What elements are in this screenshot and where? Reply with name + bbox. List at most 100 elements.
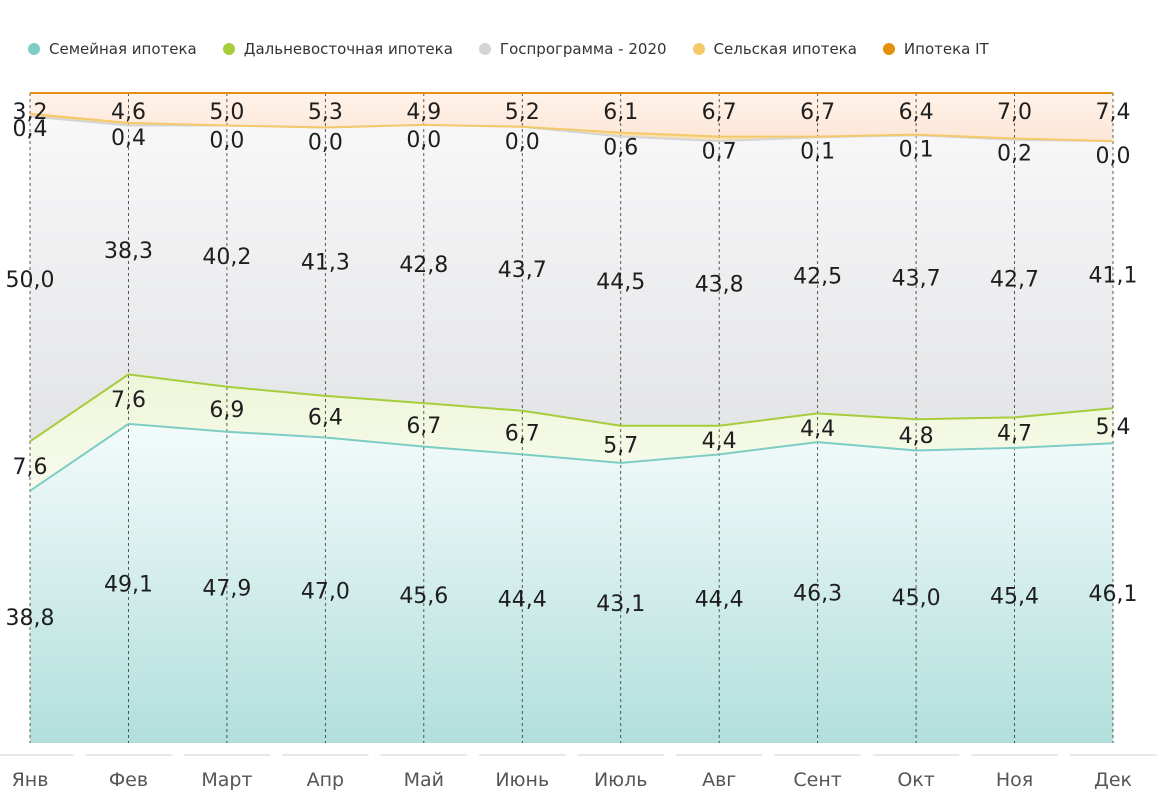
data-label-s2-9: 43,7	[892, 266, 941, 291]
x-tick-label-6: Июль	[594, 769, 648, 791]
x-tick-label-5: Июнь	[495, 769, 549, 791]
data-label-s3-5: 0,0	[505, 130, 540, 155]
data-label-s2-11: 41,1	[1089, 264, 1138, 289]
data-label-s1-5: 6,7	[505, 422, 540, 447]
data-label-s4-9: 6,4	[899, 100, 934, 125]
x-tick-label-11: Дек	[1094, 769, 1132, 791]
data-label-s4-10: 7,0	[997, 100, 1032, 125]
series-lines	[29, 92, 1114, 492]
legend-label-3: Сельская ипотека	[713, 40, 857, 58]
area-0	[30, 423, 1113, 743]
legend-item-1: Дальневосточная ипотека	[222, 40, 453, 58]
x-tick-label-2: Март	[201, 769, 252, 791]
chart-legend: Семейная ипотека Дальневосточная ипотека Г…	[28, 40, 1015, 58]
data-label-s0-6: 43,1	[596, 592, 645, 617]
x-tick-label-8: Сент	[793, 769, 841, 791]
series-line-1	[29, 373, 1114, 443]
area-4	[30, 93, 1113, 142]
data-label-s2-0: 50,0	[6, 268, 55, 293]
x-tick-label-1: Фев	[109, 769, 148, 791]
x-tick-label-9: Окт	[897, 769, 935, 791]
x-tick-label-4: Май	[404, 769, 444, 791]
data-label-s0-4: 45,6	[399, 584, 448, 609]
data-label-s2-4: 42,8	[399, 253, 448, 278]
data-label-s1-2: 6,9	[209, 398, 244, 423]
legend-swatch-1	[222, 43, 235, 55]
data-label-s2-10: 42,7	[990, 268, 1039, 293]
data-label-s2-7: 43,8	[695, 272, 744, 297]
legend-swatch-3	[692, 43, 705, 55]
data-label-s1-0: 7,6	[13, 455, 48, 480]
data-label-s1-11: 5,4	[1096, 415, 1131, 440]
data-label-s1-9: 4,8	[899, 424, 934, 449]
data-labels: 38,8 49,1 47,9 47,0 45,6 44,4 43,1 44,4 46,3 45,0…	[6, 100, 1138, 631]
data-label-s0-2: 47,9	[202, 576, 251, 601]
data-label-s2-5: 43,7	[498, 258, 547, 283]
data-label-s4-0: 3,2	[13, 100, 48, 125]
data-label-s1-10: 4,7	[997, 422, 1032, 447]
area-2	[30, 116, 1113, 442]
data-label-s2-6: 44,5	[596, 270, 645, 295]
area-1	[30, 374, 1113, 491]
data-label-s0-3: 47,0	[301, 579, 350, 604]
data-label-s4-1: 4,6	[111, 100, 146, 125]
data-label-s3-4: 0,0	[406, 128, 441, 153]
data-label-s3-9: 0,1	[899, 138, 934, 163]
x-tick-label-3: Апр	[307, 769, 344, 791]
legend-label-1: Дальневосточная ипотека	[243, 40, 453, 58]
data-label-s1-1: 7,6	[111, 388, 146, 413]
legend-item-3: Сельская ипотека	[692, 40, 857, 58]
data-label-s1-6: 5,7	[603, 433, 638, 458]
data-label-s4-5: 5,2	[505, 100, 540, 125]
x-tick-label-0: Янв	[12, 769, 49, 791]
data-label-s2-3: 41,3	[301, 251, 350, 276]
data-label-s3-0: 0,4	[13, 117, 48, 142]
data-label-s0-10: 45,4	[990, 584, 1039, 609]
data-label-s0-8: 46,3	[793, 582, 842, 607]
data-label-s3-7: 0,7	[702, 140, 737, 165]
data-label-s1-8: 4,4	[800, 417, 835, 442]
legend-swatch-4	[882, 43, 895, 55]
series-areas	[30, 93, 1113, 743]
data-label-s3-6: 0,6	[603, 136, 638, 161]
legend-label-2: Госпрограмма - 2020	[499, 40, 667, 58]
data-label-s4-11: 7,4	[1096, 100, 1131, 125]
data-label-s3-3: 0,0	[308, 130, 343, 155]
data-label-s3-2: 0,0	[209, 129, 244, 154]
data-label-s4-6: 6,1	[603, 100, 638, 125]
series-line-3	[29, 112, 1114, 143]
legend-item-4: Ипотека IT	[882, 40, 989, 58]
data-label-s1-7: 4,4	[702, 429, 737, 454]
data-label-s4-3: 5,3	[308, 100, 343, 125]
data-label-s0-0: 38,8	[6, 606, 55, 631]
legend-label-0: Семейная ипотека	[49, 40, 197, 58]
data-label-s1-3: 6,4	[308, 406, 343, 431]
data-label-s0-5: 44,4	[498, 588, 547, 613]
data-label-s4-8: 6,7	[800, 100, 835, 125]
legend-item-2: Госпрограмма - 2020	[478, 40, 667, 58]
data-label-s4-2: 5,0	[209, 100, 244, 125]
data-label-s3-8: 0,1	[800, 140, 835, 165]
data-label-s4-4: 4,9	[406, 100, 441, 125]
vertical-gridlines	[29, 93, 1114, 743]
series-line-0	[29, 422, 1114, 492]
data-label-s2-8: 42,5	[793, 264, 842, 289]
legend-swatch-2	[478, 43, 491, 55]
data-label-s3-11: 0,0	[1096, 144, 1131, 169]
data-label-s0-7: 44,4	[695, 588, 744, 613]
x-tick-label-7: Авг	[702, 769, 736, 791]
data-label-s3-1: 0,4	[111, 126, 146, 151]
x-axis: Янв Фев Март Апр Май Июнь Июль Авг Сент Окт Ноя Дек	[0, 754, 1157, 791]
legend-label-4: Ипотека IT	[903, 40, 989, 58]
data-label-s4-7: 6,7	[702, 100, 737, 125]
x-tick-label-10: Ноя	[996, 769, 1033, 791]
data-label-s1-4: 6,7	[406, 414, 441, 439]
legend-item-0: Семейная ипотека	[28, 40, 197, 58]
legend-swatch-0	[28, 43, 40, 55]
data-label-s3-10: 0,2	[997, 142, 1032, 167]
data-label-s2-1: 38,3	[104, 239, 153, 264]
data-label-s2-2: 40,2	[202, 245, 251, 270]
data-label-s0-11: 46,1	[1089, 582, 1138, 607]
data-label-s0-9: 45,0	[892, 586, 941, 611]
